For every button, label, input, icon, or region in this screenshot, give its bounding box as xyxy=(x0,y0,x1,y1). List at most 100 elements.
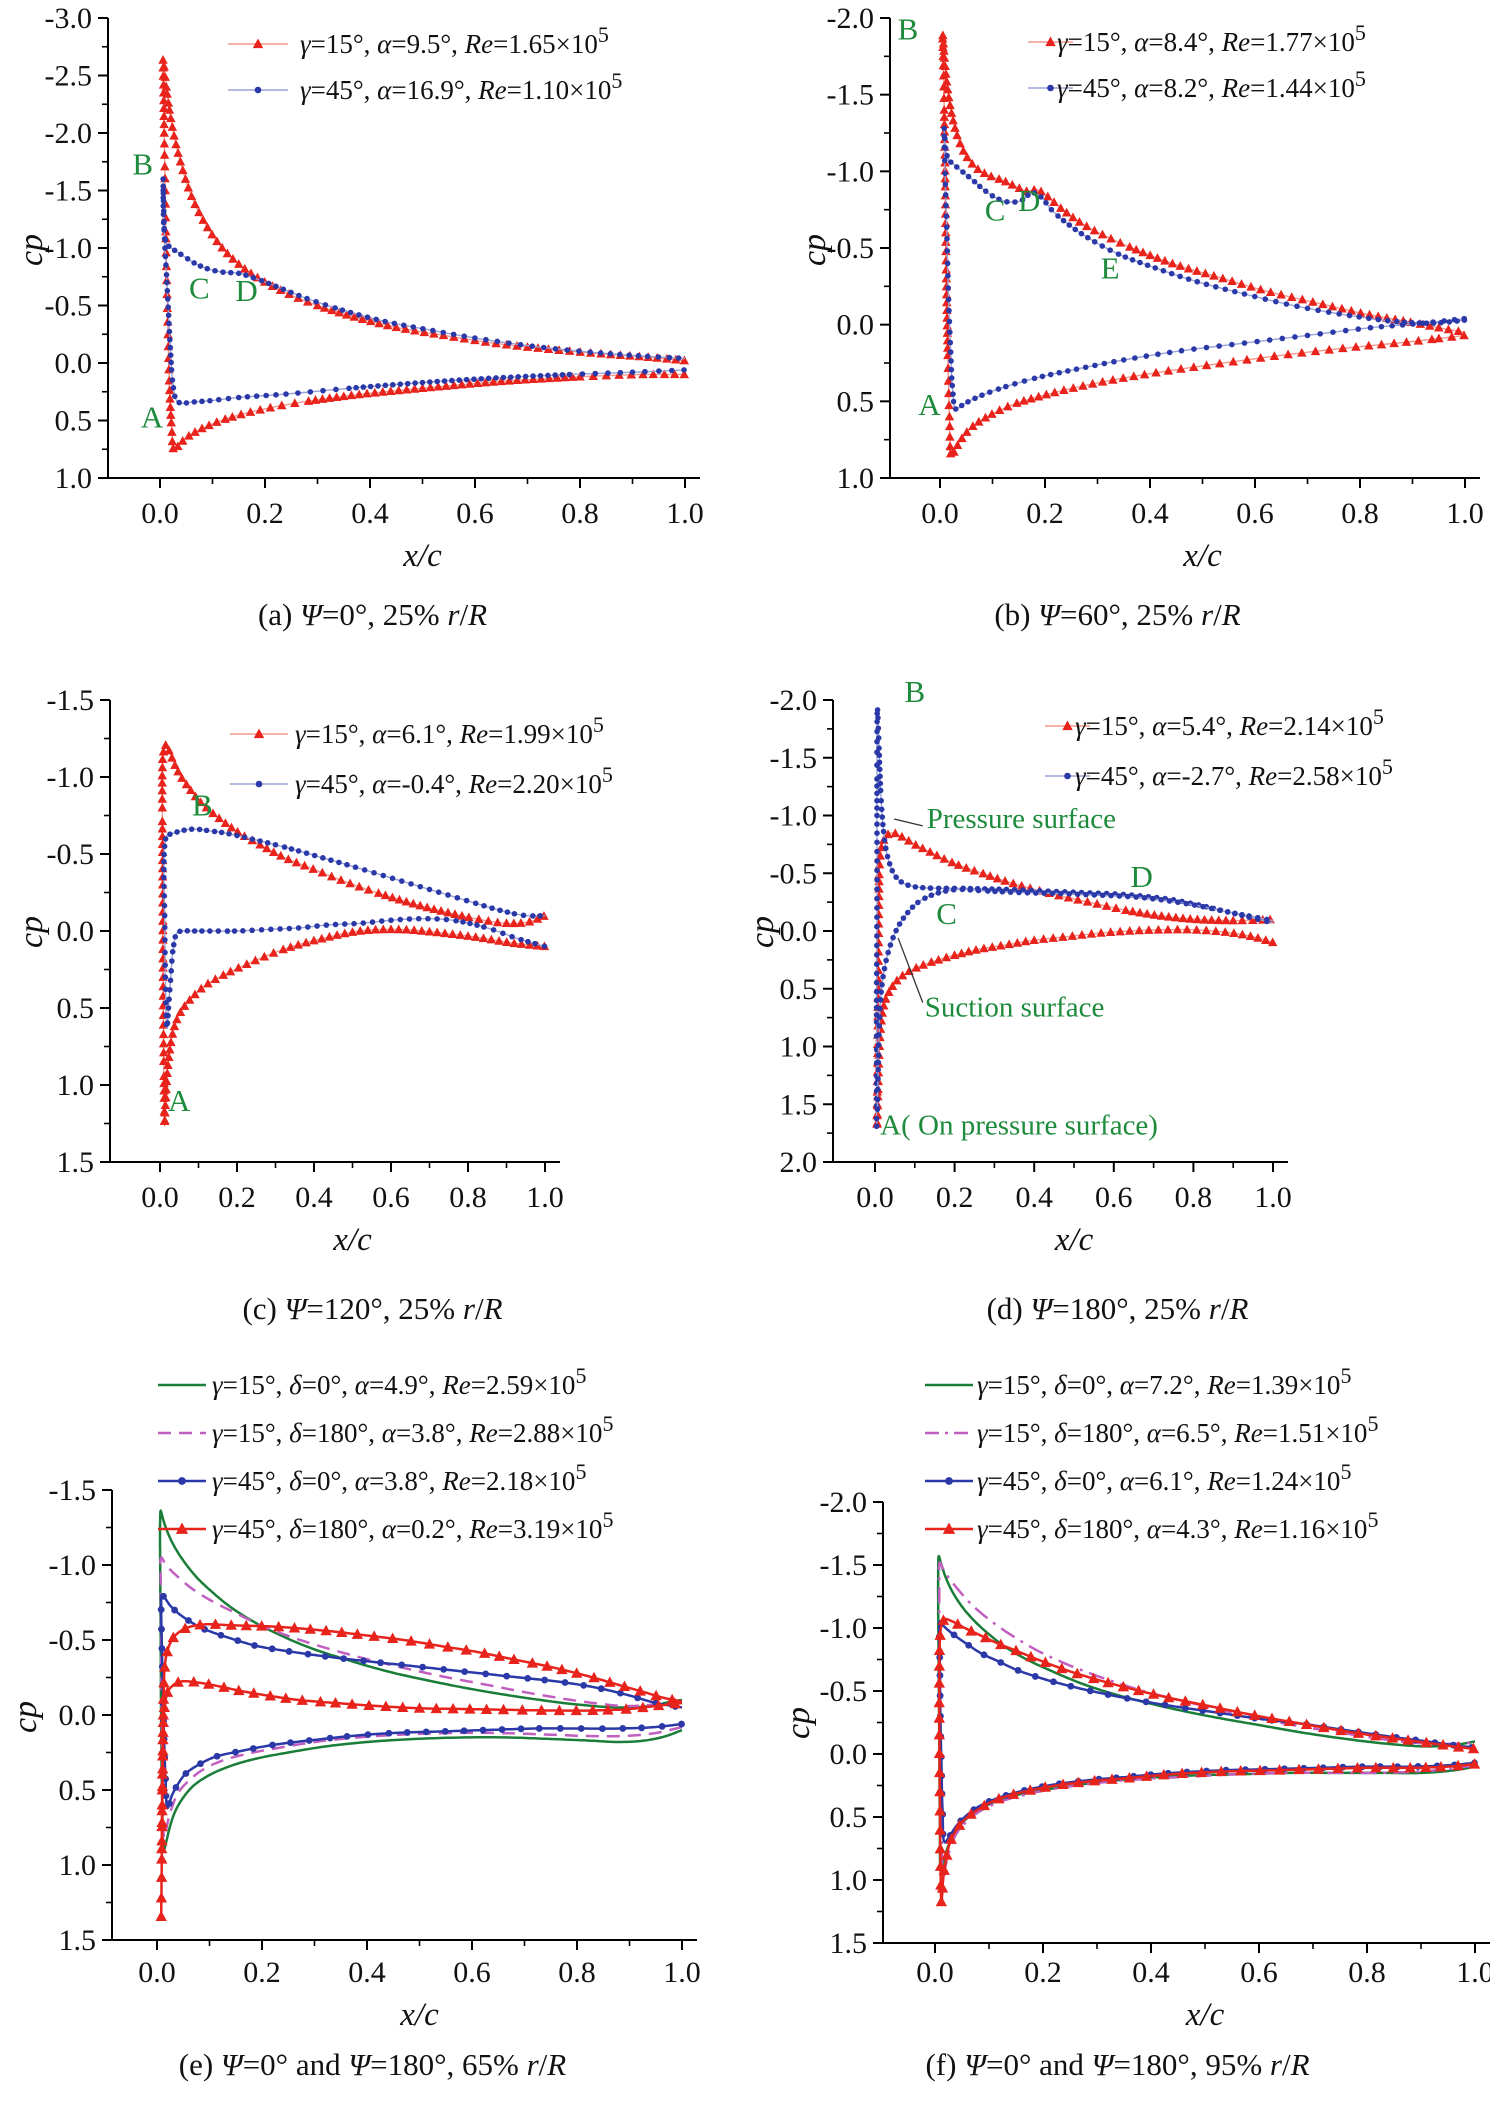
svg-text:0.2: 0.2 xyxy=(936,1181,974,1214)
annotation-C: C xyxy=(189,271,210,306)
svg-text:-1.0: -1.0 xyxy=(47,761,95,794)
svg-text:1.5: 1.5 xyxy=(59,1924,97,1957)
y-axis-label: cp xyxy=(780,1707,817,1739)
svg-text:0.0: 0.0 xyxy=(921,497,959,530)
svg-text:1.5: 1.5 xyxy=(780,1088,818,1121)
svg-text:0.0: 0.0 xyxy=(55,347,93,380)
svg-text:0.0: 0.0 xyxy=(856,1181,894,1214)
legend-entry: γ=15°, δ=180°, α=3.8°, Re=2.88×105 xyxy=(212,1411,613,1448)
svg-text:0.6: 0.6 xyxy=(456,497,494,530)
svg-text:0.0: 0.0 xyxy=(138,1956,176,1989)
x-axis-label: x/c xyxy=(402,538,442,574)
legend-entry: γ=45°, α=-2.7°, Re=2.58×105 xyxy=(1075,754,1393,791)
svg-text:0.0: 0.0 xyxy=(57,915,95,948)
svg-text:-1.5: -1.5 xyxy=(49,1474,97,1507)
svg-text:-1.0: -1.0 xyxy=(45,232,93,265)
legend-entry: γ=45°, δ=180°, α=0.2°, Re=3.19×105 xyxy=(212,1507,613,1544)
x-axis-label: x/c xyxy=(332,1222,372,1258)
svg-text:0.0: 0.0 xyxy=(59,1699,97,1732)
svg-text:-1.5: -1.5 xyxy=(827,79,875,112)
svg-text:1.0: 1.0 xyxy=(1446,497,1484,530)
annotation-C: C xyxy=(936,896,957,931)
annotation-A: A( On pressure surface) xyxy=(880,1109,1158,1141)
svg-text:0.2: 0.2 xyxy=(1026,497,1064,530)
annotation-C: C xyxy=(985,192,1006,227)
svg-text:1.0: 1.0 xyxy=(59,1849,97,1882)
y-axis-label: cp xyxy=(13,234,50,266)
svg-text:1.0: 1.0 xyxy=(830,1864,868,1897)
svg-text:0.8: 0.8 xyxy=(449,1181,487,1214)
legend-entry: γ=45°, δ=0°, α=6.1°, Re=1.24×105 xyxy=(977,1459,1351,1496)
svg-text:0.6: 0.6 xyxy=(453,1956,491,1989)
svg-text:0.6: 0.6 xyxy=(1236,497,1274,530)
x-axis-label: x/c xyxy=(399,1997,439,2033)
y-axis-label: cp xyxy=(7,1701,44,1733)
x-axis-label: x/c xyxy=(1182,538,1222,574)
legend-entry: γ=15°, α=5.4°, Re=2.14×105 xyxy=(1075,704,1384,741)
svg-text:-1.0: -1.0 xyxy=(770,800,818,833)
svg-text:0.8: 0.8 xyxy=(1175,1181,1213,1214)
panel-d-chart: -2.0 -1.5 -1.0 -0.5 0.0 0.5 1.0 1.5 2.0 0.0 0.2 0.4… xyxy=(745,674,1393,1258)
svg-text:0.0: 0.0 xyxy=(780,915,818,948)
legend: γ=15°, δ=0°, α=4.9°, Re=2.59×105 γ=15°, δ… xyxy=(158,1363,613,1544)
svg-text:-1.0: -1.0 xyxy=(827,155,875,188)
panel-e-caption: (e) Ψ=0° and Ψ=180°, 65% r/R xyxy=(178,2047,567,2082)
legend-entry: γ=45°, α=8.2°, Re=1.44×105 xyxy=(1057,66,1366,103)
panel-d-caption: (d) Ψ=180°, 25% r/R xyxy=(986,1291,1249,1326)
annotation-S: Suction surface xyxy=(925,991,1105,1023)
svg-text:0.4: 0.4 xyxy=(295,1181,333,1214)
svg-text:0.5: 0.5 xyxy=(57,992,95,1025)
panel-c: -1.5 -1.0 -0.5 0.0 0.5 1.0 1.5 0.0 0.2 0.4 0.6 0.8 1… xyxy=(0,660,745,1345)
panel-e-chart: -1.5 -1.0 -0.5 0.0 0.5 1.0 1.5 0.0 0.2 0.4 0.6 0.8 1… xyxy=(7,1363,701,2033)
svg-text:0.4: 0.4 xyxy=(351,497,389,530)
svg-text:1.5: 1.5 xyxy=(57,1146,95,1179)
svg-text:1.0: 1.0 xyxy=(55,462,93,495)
svg-text:1.5: 1.5 xyxy=(830,1927,868,1960)
annotation-D: D xyxy=(235,273,257,308)
svg-text:1.0: 1.0 xyxy=(663,1956,701,1989)
svg-text:0.4: 0.4 xyxy=(1131,497,1169,530)
annotation-B: B xyxy=(192,788,213,823)
svg-text:-0.5: -0.5 xyxy=(820,1675,868,1708)
legend-entry: γ=15°, α=9.5°, Re=1.65×105 xyxy=(300,22,609,59)
annotation-E: E xyxy=(1101,251,1120,286)
panel-b-caption: (b) Ψ=60°, 25% r/R xyxy=(994,597,1241,632)
svg-text:0.6: 0.6 xyxy=(1240,1956,1278,1989)
svg-text:1.0: 1.0 xyxy=(1254,1181,1292,1214)
panel-f: -2.0 -1.5 -1.0 -0.5 0.0 0.5 1.0 1.5 0.0 0.2 0.4 0.6… xyxy=(745,1345,1490,2109)
legend: γ=15°, α=8.4°, Re=1.77×105 γ=45°, α=8.2°,… xyxy=(1028,20,1366,103)
svg-text:-2.0: -2.0 xyxy=(770,684,818,717)
annotation-B: B xyxy=(132,146,153,181)
svg-text:-3.0: -3.0 xyxy=(45,2,93,35)
svg-text:0.0: 0.0 xyxy=(916,1956,954,1989)
panel-a-caption: (a) Ψ=0°, 25% r/R xyxy=(257,597,488,632)
svg-text:-0.5: -0.5 xyxy=(770,857,818,890)
annotation-A: A xyxy=(168,1083,191,1118)
svg-text:0.8: 0.8 xyxy=(1348,1956,1386,1989)
svg-text:-1.5: -1.5 xyxy=(47,684,95,717)
legend: γ=15°, α=6.1°, Re=1.99×105 γ=45°, α=-0.4°… xyxy=(230,712,613,799)
svg-text:0.2: 0.2 xyxy=(218,1181,256,1214)
svg-text:1.0: 1.0 xyxy=(1456,1956,1490,1989)
svg-text:0.5: 0.5 xyxy=(780,973,818,1006)
svg-text:0.8: 0.8 xyxy=(1341,497,1379,530)
svg-text:0.0: 0.0 xyxy=(141,1181,179,1214)
svg-text:-1.5: -1.5 xyxy=(770,742,818,775)
annotation-B: B xyxy=(898,11,919,46)
svg-text:0.8: 0.8 xyxy=(561,497,599,530)
annotation-A: A xyxy=(141,399,164,434)
panel-a: -3.0 -2.5 -2.0 -1.5 -1.0 -0.5 0.0 0.5 1.0 0.0 0.2 0… xyxy=(0,0,745,660)
annotation-D: D xyxy=(1018,183,1040,218)
svg-text:1.0: 1.0 xyxy=(666,497,704,530)
panel-a-chart: -3.0 -2.5 -2.0 -1.5 -1.0 -0.5 0.0 0.5 1.0 0.0 0.2 0… xyxy=(13,2,704,574)
legend-entry: γ=45°, α=-0.4°, Re=2.20×105 xyxy=(295,762,613,799)
svg-text:0.4: 0.4 xyxy=(1132,1956,1170,1989)
annotation-D: D xyxy=(1130,859,1152,894)
panel-c-chart: -1.5 -1.0 -0.5 0.0 0.5 1.0 1.5 0.0 0.2 0.4 0.6 0.8 1… xyxy=(13,684,613,1258)
svg-text:1.0: 1.0 xyxy=(57,1069,95,1102)
legend-entry: γ=15°, α=6.1°, Re=1.99×105 xyxy=(295,712,604,749)
x-axis-label: x/c xyxy=(1054,1222,1094,1258)
legend-entry: γ=15°, δ=180°, α=6.5°, Re=1.51×105 xyxy=(977,1411,1378,1448)
svg-text:0.2: 0.2 xyxy=(1024,1956,1062,1989)
